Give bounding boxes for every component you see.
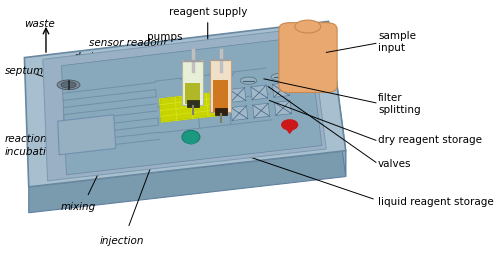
- Text: mixing: mixing: [60, 203, 96, 212]
- Ellipse shape: [240, 77, 256, 84]
- Text: septum: septum: [5, 66, 44, 75]
- Polygon shape: [43, 28, 326, 181]
- Ellipse shape: [295, 20, 320, 33]
- FancyBboxPatch shape: [186, 100, 198, 107]
- Text: filter
splitting: filter splitting: [378, 93, 420, 115]
- Polygon shape: [272, 83, 289, 97]
- Polygon shape: [160, 92, 224, 122]
- Text: reagent supply: reagent supply: [168, 7, 247, 48]
- FancyBboxPatch shape: [214, 108, 226, 115]
- Text: valves: valves: [378, 159, 412, 169]
- Polygon shape: [24, 21, 345, 187]
- Polygon shape: [58, 115, 116, 155]
- Polygon shape: [328, 21, 345, 177]
- FancyBboxPatch shape: [182, 60, 203, 105]
- FancyBboxPatch shape: [185, 83, 200, 104]
- Ellipse shape: [271, 73, 287, 81]
- Text: waste: waste: [24, 19, 55, 29]
- Text: drain: drain: [74, 53, 108, 73]
- Text: sample
input: sample input: [378, 31, 416, 53]
- Ellipse shape: [61, 82, 76, 88]
- Polygon shape: [229, 88, 246, 102]
- FancyBboxPatch shape: [279, 23, 337, 93]
- Text: pumps: pumps: [147, 32, 196, 56]
- Text: injection: injection: [99, 236, 144, 246]
- Polygon shape: [62, 36, 322, 175]
- Polygon shape: [184, 142, 198, 145]
- Polygon shape: [274, 101, 291, 115]
- Text: dry reagent storage: dry reagent storage: [378, 135, 482, 145]
- Text: liquid reagent storage: liquid reagent storage: [378, 197, 494, 207]
- Polygon shape: [252, 103, 270, 118]
- Ellipse shape: [182, 130, 200, 144]
- Text: reaction/
incubation: reaction/ incubation: [5, 134, 60, 157]
- Polygon shape: [251, 85, 268, 100]
- Polygon shape: [283, 125, 296, 134]
- Ellipse shape: [281, 119, 298, 131]
- Polygon shape: [28, 151, 345, 213]
- Polygon shape: [231, 106, 248, 120]
- FancyBboxPatch shape: [213, 80, 228, 112]
- Text: sensor readout: sensor readout: [88, 38, 167, 83]
- FancyBboxPatch shape: [210, 60, 231, 112]
- Ellipse shape: [57, 80, 80, 90]
